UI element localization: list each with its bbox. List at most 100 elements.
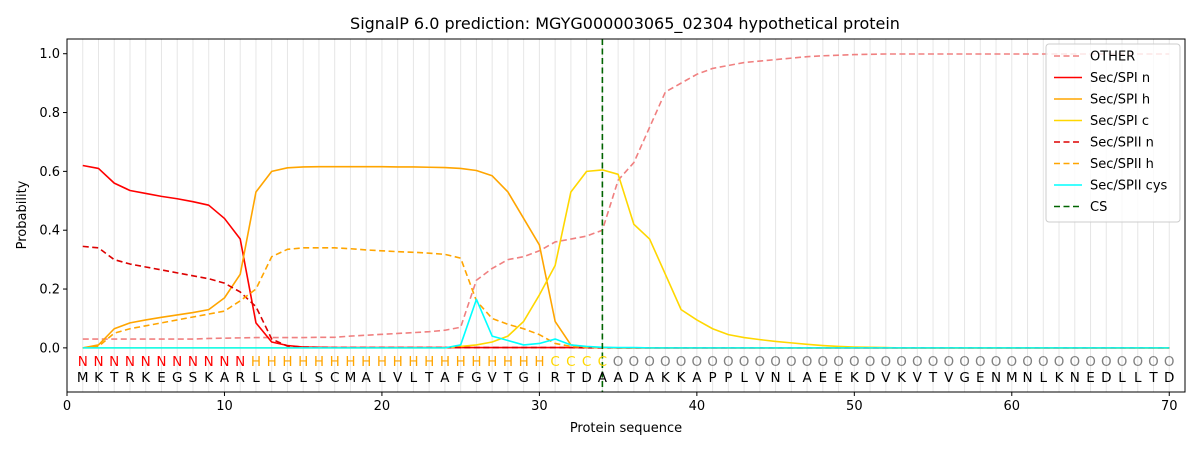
residue-label: K: [141, 370, 151, 386]
residue-label: L: [1040, 370, 1048, 386]
residue-label: K: [897, 370, 907, 386]
region-label: O: [1054, 354, 1065, 370]
region-label: O: [1006, 354, 1017, 370]
series-line-sec-spii-cys: [82, 298, 1170, 349]
residue-label: E: [1086, 370, 1095, 386]
residue-label: R: [125, 370, 134, 386]
region-label: O: [802, 354, 813, 370]
residue-label: T: [1148, 370, 1158, 386]
y-tick-label: 0.2: [39, 283, 60, 298]
y-tick-label: 1.0: [39, 47, 60, 62]
region-label: O: [928, 354, 939, 370]
region-label: H: [503, 354, 513, 370]
x-tick-label: 20: [374, 399, 391, 414]
region-label: O: [896, 354, 907, 370]
legend-label: OTHER: [1090, 50, 1135, 65]
region-label: O: [629, 354, 640, 370]
residue-label: A: [598, 370, 608, 386]
region-label: H: [361, 354, 371, 370]
region-label: O: [1164, 354, 1175, 370]
region-label: N: [204, 354, 214, 370]
region-label: O: [912, 354, 923, 370]
region-label: O: [739, 354, 750, 370]
y-axis-label: Probability: [15, 180, 30, 249]
region-label: O: [676, 354, 687, 370]
residue-label: G: [959, 370, 969, 386]
region-label: O: [786, 354, 797, 370]
region-label: O: [959, 354, 970, 370]
residue-label: C: [330, 370, 339, 386]
residue-label: K: [661, 370, 671, 386]
residue-label: K: [677, 370, 687, 386]
region-label: O: [613, 354, 624, 370]
legend-label: Sec/SPII cys: [1090, 179, 1168, 194]
residue-label: D: [581, 370, 591, 386]
region-label: N: [93, 354, 103, 370]
region-label: O: [770, 354, 781, 370]
residue-label: V: [881, 370, 891, 386]
residue-label: V: [913, 370, 923, 386]
residue-label: L: [410, 370, 418, 386]
grid-layer: [82, 39, 1170, 392]
region-label: H: [377, 354, 387, 370]
region-label: O: [1101, 354, 1112, 370]
residue-label: L: [252, 370, 260, 386]
residue-label: V: [393, 370, 403, 386]
residue-label: R: [550, 370, 559, 386]
region-label: H: [487, 354, 497, 370]
region-label: C: [598, 354, 607, 370]
region-label: C: [566, 354, 575, 370]
residue-label: E: [834, 370, 843, 386]
residue-label: L: [299, 370, 307, 386]
residue-label: K: [1055, 370, 1065, 386]
residue-label: A: [692, 370, 702, 386]
region-label: C: [550, 354, 559, 370]
region-label: O: [1148, 354, 1159, 370]
region-label: H: [330, 354, 340, 370]
legend-label: Sec/SPI n: [1090, 71, 1150, 86]
residue-label: I: [537, 370, 541, 386]
x-tick-label: 40: [689, 399, 706, 414]
y-tick-label: 0.8: [39, 106, 60, 121]
region-label: N: [78, 354, 88, 370]
region-label: N: [141, 354, 151, 370]
residue-label: M: [1006, 370, 1018, 386]
region-label: N: [172, 354, 182, 370]
residue-label: R: [236, 370, 245, 386]
region-label: H: [408, 354, 418, 370]
region-label: O: [755, 354, 766, 370]
residue-label: G: [471, 370, 481, 386]
residue-label: L: [1118, 370, 1126, 386]
x-tick-label: 10: [216, 399, 233, 414]
region-label: H: [267, 354, 277, 370]
region-label: H: [471, 354, 481, 370]
residue-label: D: [1101, 370, 1111, 386]
residue-label: A: [614, 370, 624, 386]
residue-label: L: [1134, 370, 1142, 386]
region-label: N: [109, 354, 119, 370]
region-label: H: [251, 354, 261, 370]
region-label: H: [282, 354, 292, 370]
region-label: N: [125, 354, 135, 370]
residue-label: T: [503, 370, 513, 386]
residue-label: K: [94, 370, 104, 386]
region-label: O: [1132, 354, 1143, 370]
residue-label: D: [865, 370, 875, 386]
region-label: O: [660, 354, 671, 370]
residue-label: T: [424, 370, 434, 386]
region-label: N: [219, 354, 229, 370]
region-label: H: [345, 354, 355, 370]
region-label: N: [156, 354, 166, 370]
residue-label: A: [220, 370, 230, 386]
region-label: H: [314, 354, 324, 370]
residue-label: G: [518, 370, 528, 386]
legend: OTHER Sec/SPI n Sec/SPI h Sec/SPI c Sec/SPII…: [1045, 43, 1181, 223]
residue-label: E: [976, 370, 985, 386]
residue-label: T: [109, 370, 119, 386]
region-label: O: [880, 354, 891, 370]
residue-label: S: [315, 370, 324, 386]
region-label: O: [818, 354, 829, 370]
residue-label: L: [378, 370, 386, 386]
